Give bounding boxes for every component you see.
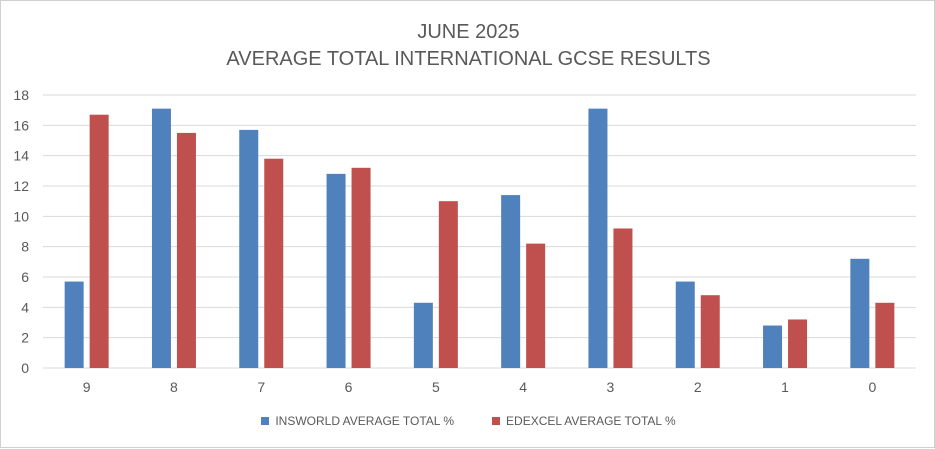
bar-edexcel <box>700 295 720 368</box>
x-tick-label: 6 <box>345 379 353 395</box>
bar-edexcel <box>526 243 546 368</box>
x-tick-label: 5 <box>432 379 440 395</box>
legend-swatch <box>261 417 270 425</box>
legend-label: INSWORLD AVERAGE TOTAL % <box>275 414 455 428</box>
chart-subtitle: AVERAGE TOTAL INTERNATIONAL GCSE RESULTS <box>226 48 711 70</box>
x-tick-label: 1 <box>781 379 789 395</box>
legend-item-insworld: INSWORLD AVERAGE TOTAL % <box>261 414 454 428</box>
bar-insworld <box>763 325 783 368</box>
bar-edexcel <box>89 114 109 368</box>
bar-insworld <box>151 108 171 369</box>
y-tick-label: 12 <box>13 178 29 194</box>
legend-swatch <box>492 417 501 425</box>
y-tick-label: 10 <box>13 208 29 224</box>
y-tick-label: 6 <box>21 269 29 285</box>
legend-item-edexcel: EDEXCEL AVERAGE TOTAL % <box>492 414 676 428</box>
bar-insworld <box>675 281 695 368</box>
y-tick-label: 2 <box>21 330 29 346</box>
y-tick-label: 0 <box>21 360 29 376</box>
x-tick-label: 8 <box>170 379 178 395</box>
bar-insworld <box>850 258 870 368</box>
x-tick-label: 7 <box>257 379 265 395</box>
bar-edexcel <box>788 319 808 368</box>
bar-insworld <box>501 195 521 368</box>
bar-edexcel <box>264 158 284 368</box>
x-tick-label: 4 <box>519 379 527 395</box>
bar-edexcel <box>613 228 633 368</box>
legend: INSWORLD AVERAGE TOTAL % EDEXCEL AVERAGE… <box>1 414 935 428</box>
y-tick-label: 8 <box>21 239 29 255</box>
bar-insworld <box>588 108 608 369</box>
bar-insworld <box>239 129 259 368</box>
bar-insworld <box>413 302 433 368</box>
y-tick-label: 16 <box>13 117 29 133</box>
y-tick-label: 14 <box>13 148 29 164</box>
bar-edexcel <box>875 302 895 368</box>
y-tick-label: 18 <box>13 87 29 103</box>
x-tick-label: 2 <box>694 379 702 395</box>
bar-edexcel <box>438 201 458 368</box>
y-tick-label: 4 <box>21 299 29 315</box>
x-tick-label: 9 <box>83 379 91 395</box>
x-tick-label: 3 <box>607 379 615 395</box>
legend-label: EDEXCEL AVERAGE TOTAL % <box>506 414 676 428</box>
bar-insworld <box>64 281 84 368</box>
bar-edexcel <box>176 132 196 368</box>
chart-title: JUNE 2025 <box>417 21 520 43</box>
x-tick-label: 0 <box>868 379 876 395</box>
bar-insworld <box>326 173 346 368</box>
bar-edexcel <box>351 167 371 368</box>
